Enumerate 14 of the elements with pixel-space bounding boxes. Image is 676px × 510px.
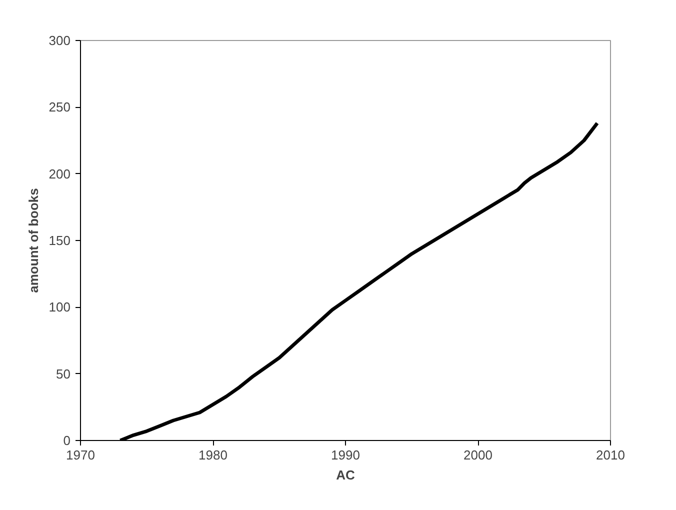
y-tick-label: 200 <box>48 166 71 182</box>
y-tick-label: 300 <box>48 33 71 48</box>
x-tick-label: 1970 <box>66 448 95 462</box>
x-axis-title: AC <box>336 468 356 482</box>
y-tick-label: 50 <box>56 366 71 382</box>
y-tick-label: 0 <box>63 433 71 448</box>
y-tick-label: 100 <box>48 300 71 315</box>
x-tick-label: 2010 <box>596 448 625 462</box>
x-tick-label: 1980 <box>198 448 228 462</box>
y-tick-label: 150 <box>48 233 71 248</box>
y-axis-title: amount of books <box>26 188 41 293</box>
x-tick-label: 2000 <box>464 448 492 462</box>
y-tick-label: 250 <box>48 100 71 115</box>
x-tick-label: 1990 <box>331 448 360 462</box>
